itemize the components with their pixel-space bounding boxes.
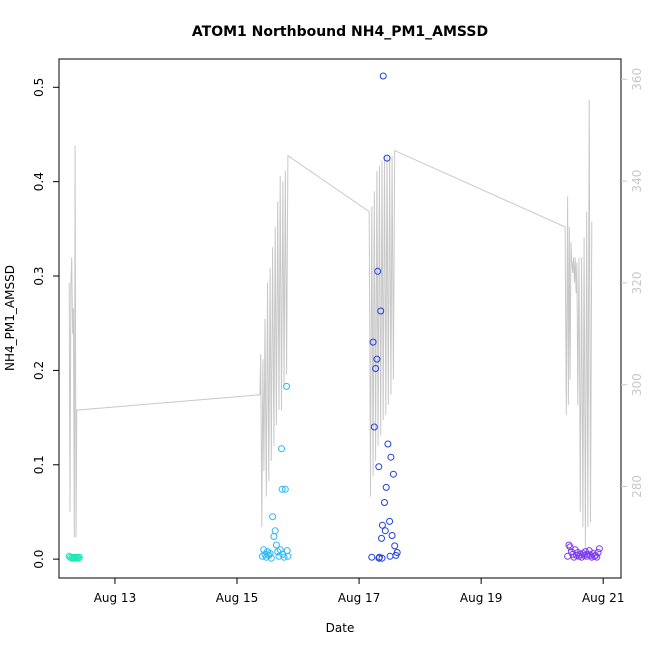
data-point xyxy=(381,499,388,506)
plot-frame xyxy=(58,58,622,579)
x-axis: Aug 13 Aug 15 Aug 17 Aug 19 Aug 21 xyxy=(94,578,625,605)
x-tick-label: Aug 13 xyxy=(94,591,137,605)
data-point xyxy=(375,554,383,562)
data-point xyxy=(272,541,280,549)
data-point xyxy=(383,154,391,162)
y2-tick-label: 340 xyxy=(630,170,644,193)
data-point xyxy=(593,553,601,561)
data-point xyxy=(267,554,275,562)
data-point xyxy=(75,554,82,562)
data-point xyxy=(374,267,382,275)
x-tick-label: Aug 15 xyxy=(216,591,259,605)
data-point xyxy=(266,550,274,557)
data-point xyxy=(280,553,288,561)
data-point xyxy=(583,552,591,560)
y2-axis: 280 300 320 340 360 xyxy=(621,68,644,498)
data-point xyxy=(594,549,602,556)
data-point xyxy=(377,307,385,315)
data-point xyxy=(387,453,395,461)
secondary-series-line xyxy=(68,99,593,548)
data-point xyxy=(369,338,377,346)
data-point xyxy=(283,547,291,555)
data-point xyxy=(378,554,386,562)
data-point xyxy=(391,542,399,550)
data-point xyxy=(372,365,380,372)
data-point xyxy=(271,527,279,535)
data-point xyxy=(260,546,268,554)
data-point xyxy=(388,532,396,539)
data-point xyxy=(378,534,385,542)
data-point xyxy=(378,521,386,529)
data-point xyxy=(379,72,387,80)
y-axis: 0.0 0.1 0.2 0.3 0.4 0.5 xyxy=(32,78,59,569)
data-point xyxy=(389,470,397,478)
y2-tick-label: 320 xyxy=(630,271,644,294)
data-point xyxy=(278,485,286,493)
data-point xyxy=(270,533,278,540)
data-point xyxy=(283,382,291,390)
data-point xyxy=(373,355,381,363)
x-axis-label: Date xyxy=(326,621,355,635)
data-point xyxy=(75,553,83,561)
data-point xyxy=(381,527,389,535)
secondary-line-layer xyxy=(68,99,593,548)
data-point xyxy=(281,485,289,493)
data-point xyxy=(370,423,378,431)
data-point xyxy=(566,543,574,551)
y-tick-label: 0.4 xyxy=(32,172,46,191)
y2-tick-label: 360 xyxy=(630,68,644,91)
y2-tick-label: 280 xyxy=(630,475,644,498)
x-tick-label: Aug 17 xyxy=(338,591,381,605)
y-tick-label: 0.5 xyxy=(32,78,46,97)
data-point xyxy=(284,552,292,560)
data-points-layer xyxy=(65,72,603,562)
data-point xyxy=(384,440,392,448)
data-point xyxy=(565,541,573,549)
data-point xyxy=(382,483,390,491)
y-axis-label: NH4_PM1_AMSSD xyxy=(3,265,17,371)
y-tick-label: 0.0 xyxy=(32,550,46,569)
y-tick-label: 0.2 xyxy=(32,361,46,380)
x-tick-label: Aug 21 xyxy=(582,591,625,605)
data-point xyxy=(375,463,383,471)
y-tick-label: 0.1 xyxy=(32,455,46,474)
x-tick-label: Aug 19 xyxy=(460,591,503,605)
data-point xyxy=(269,513,277,521)
y2-tick-label: 300 xyxy=(630,373,644,396)
data-point xyxy=(368,553,376,561)
data-point xyxy=(595,545,603,553)
data-point xyxy=(275,552,283,560)
y-tick-label: 0.3 xyxy=(32,266,46,285)
data-point xyxy=(386,517,394,525)
data-point xyxy=(393,549,401,556)
data-point xyxy=(278,445,285,453)
chart-title: ATOM1 Northbound NH4_PM1_AMSSD xyxy=(192,24,488,40)
data-point xyxy=(386,552,394,560)
